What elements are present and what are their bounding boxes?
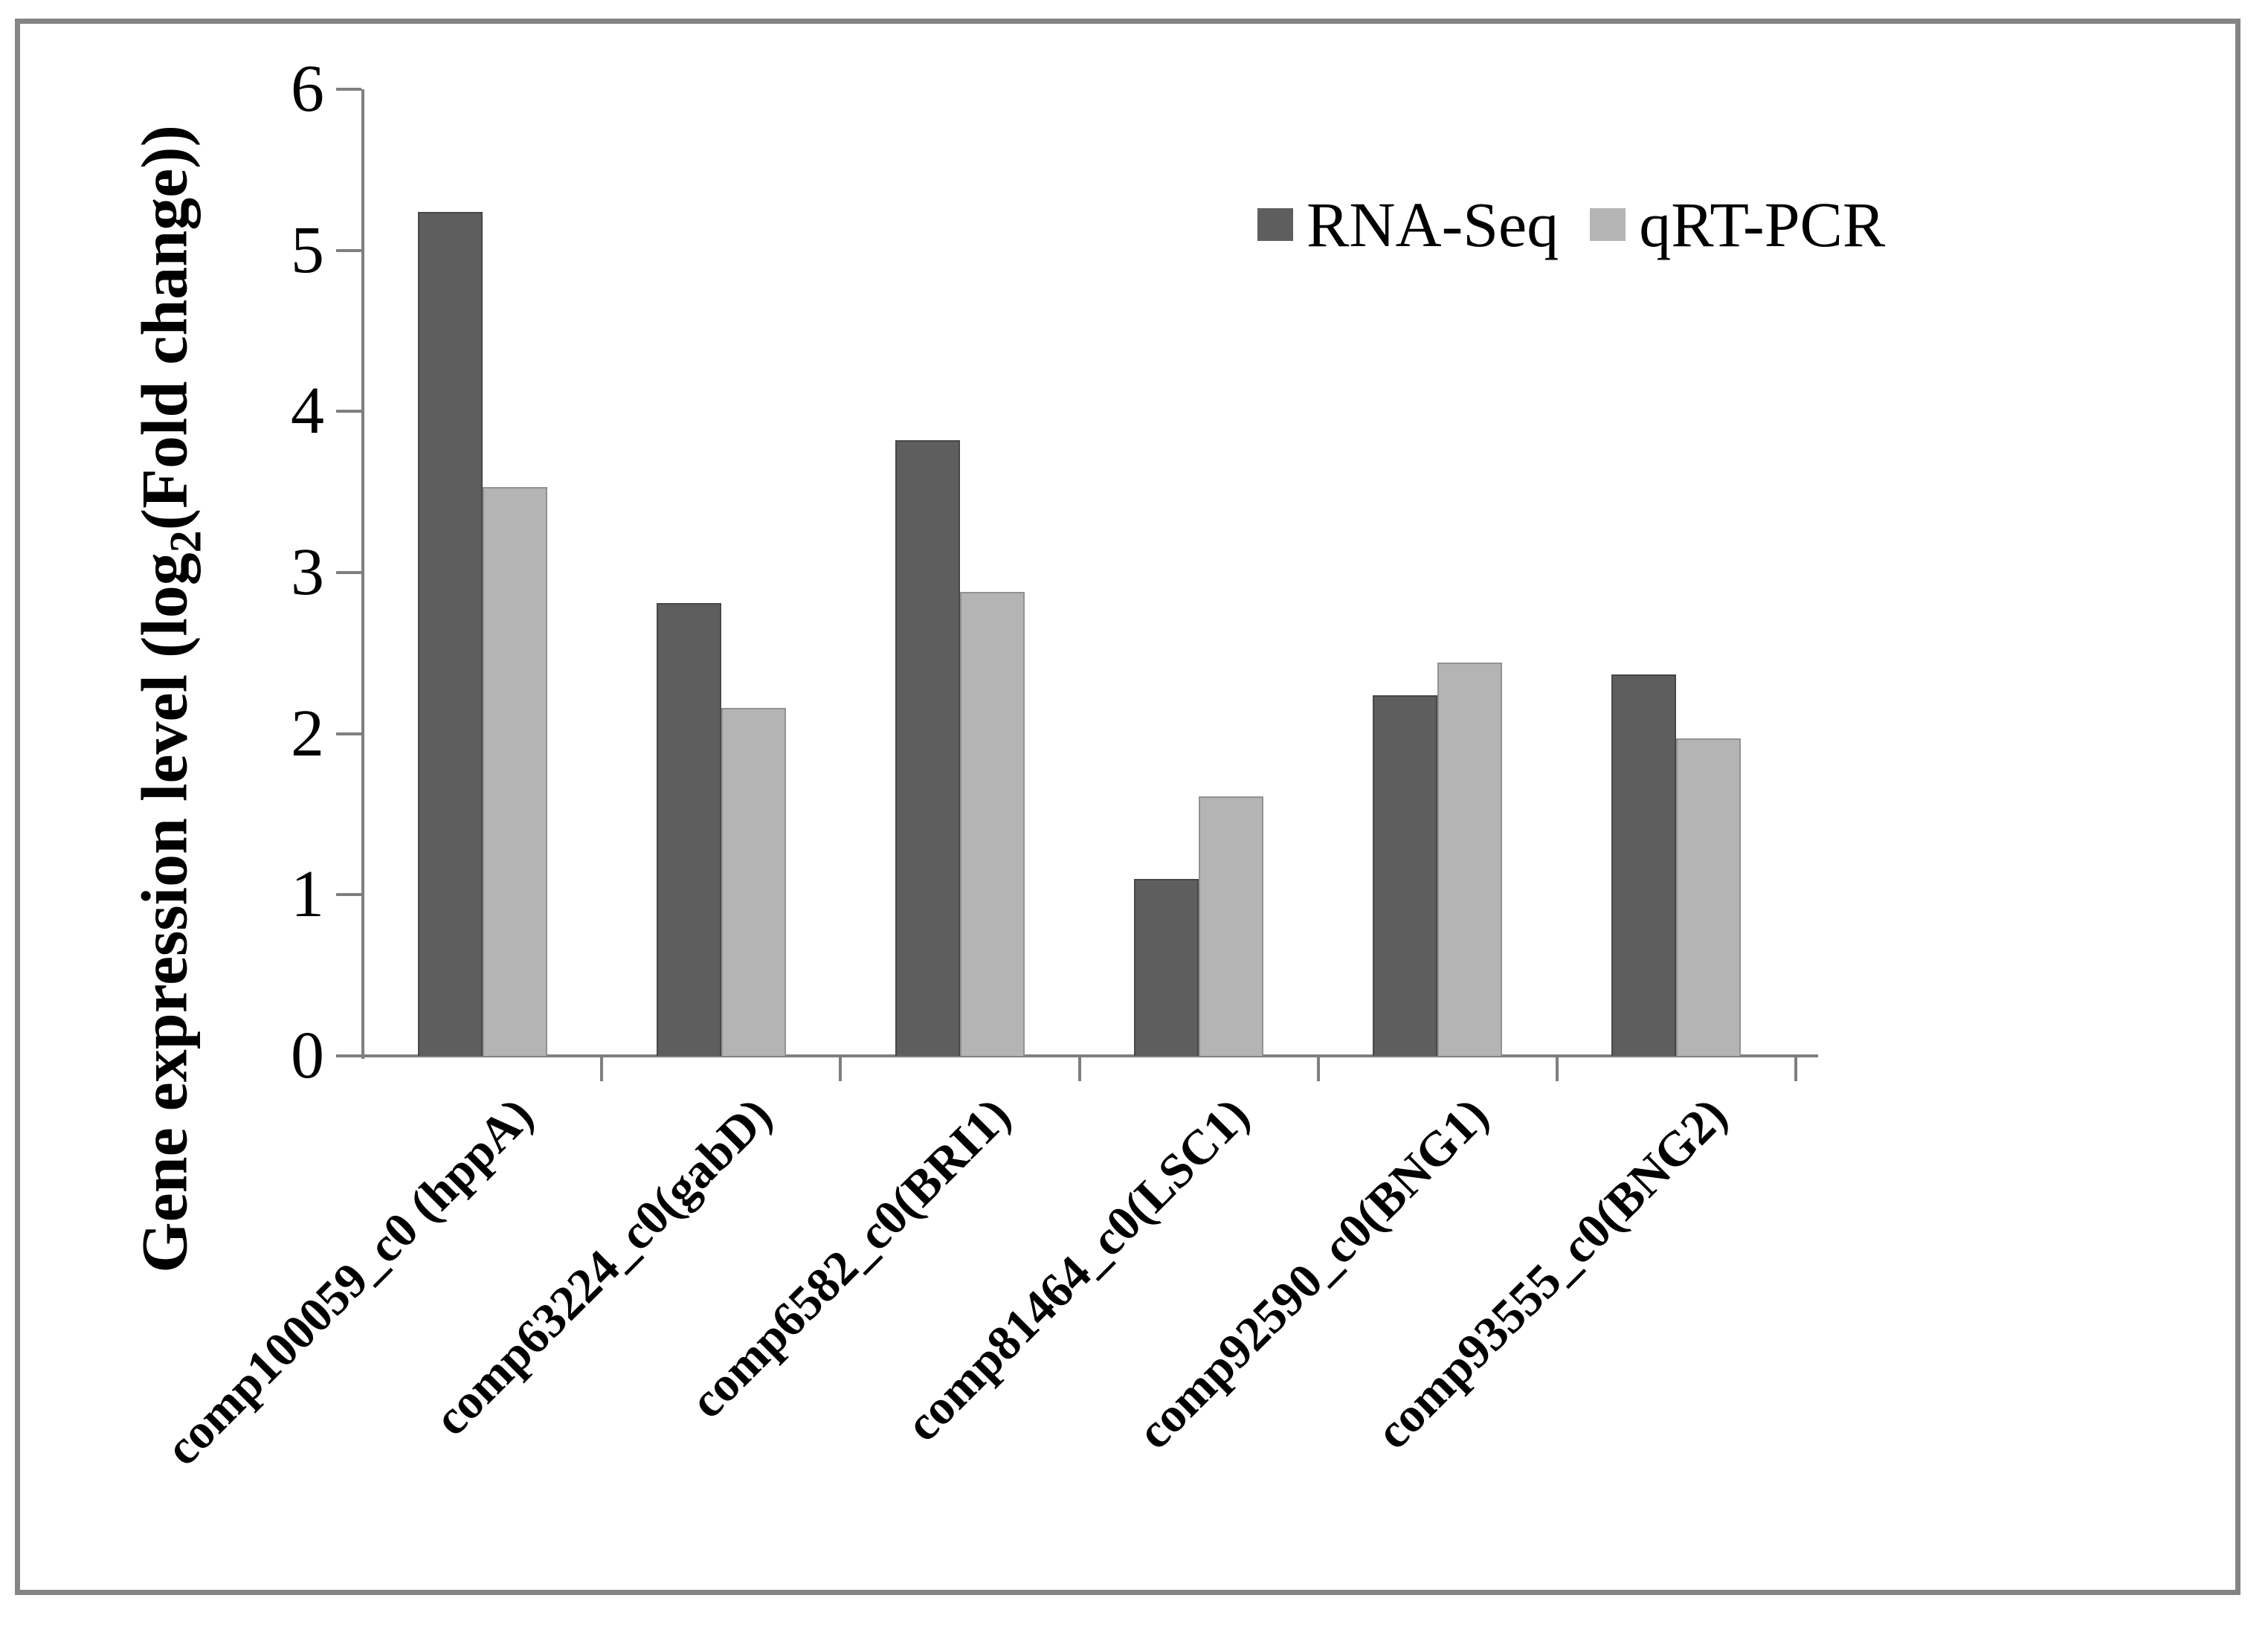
y-tick-label-5: 5 [291,213,324,287]
y-tick-mark-4 [336,410,361,413]
y-tick-label-3: 3 [291,535,324,609]
legend-entry-qrt-pcr: qRT-PCR [1590,187,1885,262]
y-tick-label-0: 0 [291,1019,324,1092]
y-tick-mark-3 [336,571,361,574]
bar-rna-seq-cat5 [1611,674,1677,1056]
bar-qrt-pcr-cat4 [1437,663,1503,1056]
bar-rna-seq-cat0 [417,211,483,1056]
x-tick-mark-4 [1316,1056,1320,1081]
figure-frame [15,19,2240,1595]
x-tick-mark-6 [1794,1056,1797,1081]
y-tick-mark-6 [336,88,361,91]
bar-rna-seq-cat1 [656,603,721,1056]
x-tick-mark-1 [600,1056,604,1081]
y-tick-mark-0 [336,1054,361,1057]
legend-label: RNA-Seq [1307,189,1559,260]
bar-qrt-pcr-cat5 [1676,738,1742,1056]
bar-qrt-pcr-cat3 [1199,796,1264,1056]
bar-rna-seq-cat2 [895,440,960,1056]
bar-rna-seq-cat4 [1373,695,1438,1056]
y-tick-label-1: 1 [291,857,324,932]
y-axis-line [361,89,364,1059]
y-tick-mark-1 [336,893,361,897]
legend-label: qRT-PCR [1639,189,1886,260]
legend-swatch-icon [1257,208,1293,241]
y-tick-mark-5 [336,248,361,252]
legend-entry-rna-seq: RNA-Seq [1257,187,1559,262]
bar-rna-seq-cat3 [1134,878,1199,1056]
y-tick-label-4: 4 [291,374,324,448]
y-axis-title: Gene expression level (log2(Fold change)… [128,125,212,1273]
legend-swatch-icon [1590,208,1626,241]
bar-qrt-pcr-cat0 [482,487,547,1056]
y-tick-label-6: 6 [291,52,324,126]
x-tick-mark-5 [1555,1056,1559,1081]
x-tick-mark-2 [839,1056,843,1081]
y-tick-mark-2 [336,732,361,735]
y-axis-title-tail: (Fold change)) [129,125,202,531]
legend: RNA-Seq qRT-PCR [1257,187,1885,262]
y-tick-label-2: 2 [291,696,324,770]
bar-qrt-pcr-cat2 [959,592,1025,1056]
x-tick-mark-3 [1077,1056,1081,1081]
bar-qrt-pcr-cat1 [721,708,786,1056]
